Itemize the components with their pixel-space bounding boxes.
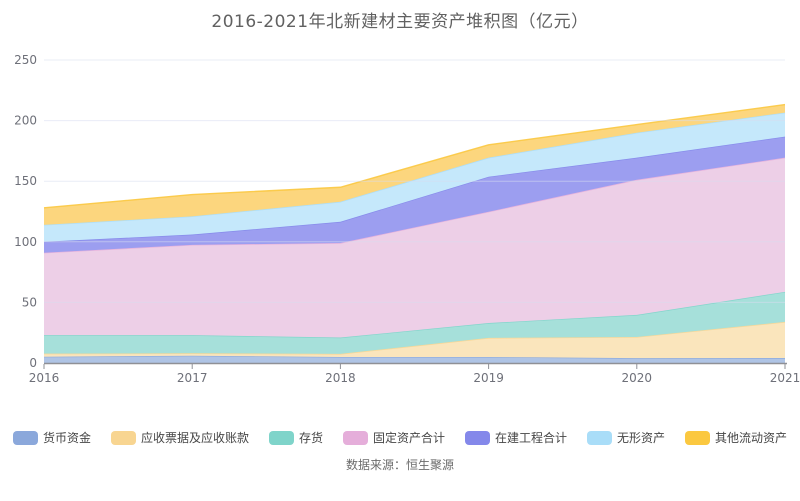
stacked-area-chart: 2016 2017 2018 2019 2020 2021 0 50 100 150 200 250: [14, 53, 800, 385]
area-series-3: [44, 157, 785, 338]
x-axis-label-2018: 2018: [325, 371, 356, 385]
area-series-2: [44, 291, 785, 354]
legend-item-label: 存货: [298, 431, 323, 445]
legend-swatch-icon: [342, 430, 368, 445]
legend-item-label: 无形资产: [617, 431, 666, 445]
legend: 货币资金 应收票据及应收账款 存货 固定资产合计 在建工程合计 无形资产 其他流动资产: [0, 429, 800, 446]
area-series-0: [44, 355, 785, 363]
line-series-6: [43, 103, 786, 209]
page-title: 2016-2021年北新建材主要资产堆积图（亿元）: [211, 12, 589, 32]
legend-item-2[interactable]: 存货: [268, 429, 323, 446]
legend-item-label: 固定资产合计: [372, 431, 445, 445]
legend-item-0[interactable]: 货币资金: [12, 429, 91, 446]
x-axis-label-2016: 2016: [29, 371, 60, 385]
x-axis-label-2019: 2019: [473, 371, 504, 385]
legend-item-3[interactable]: 固定资产合计: [342, 429, 445, 446]
legend-item-4[interactable]: 在建工程合计: [465, 429, 567, 446]
x-axis-label-2020: 2020: [622, 371, 653, 385]
y-axis-label-100: 100: [14, 235, 37, 249]
area-series-5: [44, 112, 785, 242]
area-series-4: [44, 136, 785, 253]
legend-item-5[interactable]: 无形资产: [587, 429, 665, 446]
legend-item-6[interactable]: 其他流动资产: [685, 429, 787, 446]
y-axis-label-150: 150: [14, 174, 37, 188]
y-axis-label-250: 250: [14, 53, 37, 67]
legend-item-label: 应收票据及应收账款: [140, 431, 249, 445]
y-axis-label-200: 200: [14, 114, 37, 128]
legend-swatch-icon: [685, 430, 711, 445]
legend-item-1[interactable]: 应收票据及应收账款: [110, 429, 249, 446]
legend-item-label: 其他流动资产: [715, 431, 788, 445]
legend-swatch-icon: [12, 430, 38, 445]
legend-swatch-icon: [465, 430, 490, 445]
source-note: 数据来源：恒生聚源: [345, 458, 454, 472]
y-axis-label-50: 50: [22, 295, 37, 309]
area-series-1: [44, 321, 785, 359]
area-series-6: [44, 104, 785, 225]
legend-swatch-icon: [110, 430, 136, 445]
legend-swatch-icon: [268, 430, 294, 445]
y-axis-label-0: 0: [29, 356, 37, 370]
legend-item-label: 在建工程合计: [495, 431, 568, 445]
legend-item-label: 货币资金: [42, 431, 91, 445]
x-axis-label-2017: 2017: [177, 371, 208, 385]
x-axis-label-2021: 2021: [770, 371, 800, 385]
legend-swatch-icon: [587, 430, 613, 445]
